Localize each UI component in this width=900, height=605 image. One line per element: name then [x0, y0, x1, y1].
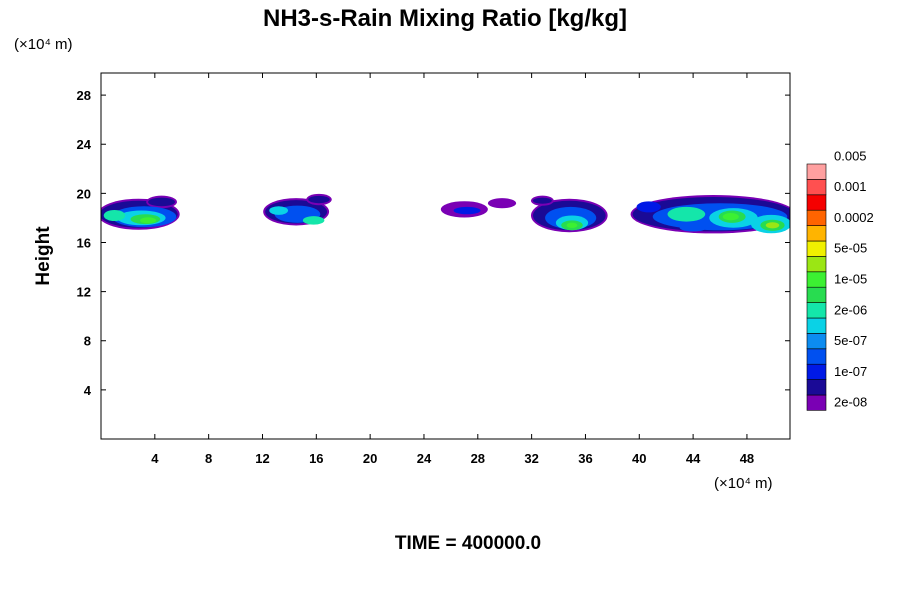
x-tick-label: 4: [151, 451, 159, 466]
colorbar-swatch: [806, 348, 827, 365]
colorbar-label: 0.0002: [834, 210, 874, 225]
y-tick-label: 8: [84, 334, 91, 349]
cloud-blob: [566, 222, 578, 228]
cloud-blob: [308, 195, 330, 204]
colorbar-swatch: [806, 163, 827, 180]
x-tick-label: 40: [632, 451, 646, 466]
colorbar-label: 1e-07: [834, 364, 867, 379]
colorbar-swatch: [806, 333, 827, 350]
y-tick-label: 4: [84, 383, 92, 398]
y-tick-label: 16: [77, 235, 91, 250]
colorbar-label: 0.005: [834, 148, 867, 163]
cloud-blob: [679, 224, 707, 232]
colorbar-swatch: [806, 194, 827, 211]
plot-frame: [100, 72, 791, 440]
colorbar-swatch: [806, 225, 827, 242]
cloud-region: [101, 195, 180, 230]
colorbar-swatch: [806, 209, 827, 226]
x-unit-label: (×10⁴ m): [714, 475, 773, 492]
colorbar: 2e-08 1e-07 5e-07 2e-06 1e-05 5e-05 0.0002 0.00…: [806, 148, 874, 411]
chart-title: NH3-s-Rain Mixing Ratio [kg/kg]: [263, 5, 627, 32]
cloud-region: [630, 195, 790, 234]
cloud-region: [440, 198, 517, 218]
colorbar-label: 2e-08: [834, 395, 867, 410]
colorbar-swatch: [806, 394, 827, 411]
cloud-blob: [453, 206, 481, 215]
colorbar-label: 5e-07: [834, 333, 867, 348]
cloud-blob: [302, 216, 325, 225]
cloud-region: [263, 193, 332, 226]
y-tick-label: 20: [77, 186, 91, 201]
cloud-blob: [532, 197, 552, 204]
plot-background: [101, 73, 790, 439]
colorbar-swatch: [806, 363, 827, 380]
x-tick-label: 8: [205, 451, 212, 466]
x-tick-label: 36: [578, 451, 592, 466]
x-tick-label: 12: [255, 451, 269, 466]
cloud-blob: [103, 209, 126, 221]
time-label: TIME = 400000.0: [395, 533, 541, 554]
colorbar-swatch: [806, 302, 827, 319]
cloud-blob: [148, 197, 176, 207]
y-tick-label: 24: [77, 137, 92, 152]
y-axis-label: Height: [33, 226, 54, 286]
cloud-blob: [667, 206, 706, 222]
colorbar-label: 5e-05: [834, 241, 867, 256]
colorbar-swatch: [806, 271, 827, 288]
x-tick-label: 44: [686, 451, 701, 466]
cloud-region: [530, 195, 608, 233]
x-tick-label: 20: [363, 451, 377, 466]
y-unit-label: (×10⁴ m): [14, 36, 73, 53]
colorbar-swatch: [806, 256, 827, 273]
cloud-blob: [636, 201, 661, 213]
x-tick-label: 48: [740, 451, 754, 466]
x-tick-label: 28: [471, 451, 485, 466]
colorbar-swatch: [806, 240, 827, 257]
x-tick-label: 32: [524, 451, 538, 466]
colorbar-swatch: [806, 179, 827, 196]
y-tick-label: 28: [77, 88, 91, 103]
colorbar-swatch: [806, 286, 827, 303]
cloud-blob: [722, 213, 739, 221]
colorbar-label: 1e-05: [834, 272, 867, 287]
x-tick-label: 24: [417, 451, 432, 466]
colorbar-swatch: [806, 379, 827, 396]
x-tick-label: 16: [309, 451, 323, 466]
colorbar-swatch: [806, 317, 827, 334]
cloud-blob: [489, 200, 515, 207]
cloud-blob: [765, 222, 780, 229]
cloud-blob: [269, 206, 289, 215]
cloud-blob: [140, 217, 157, 224]
colorbar-label: 2e-06: [834, 302, 867, 317]
field-layer: [101, 193, 790, 234]
colorbar-label: 0.001: [834, 179, 867, 194]
y-tick-label: 12: [77, 285, 91, 300]
